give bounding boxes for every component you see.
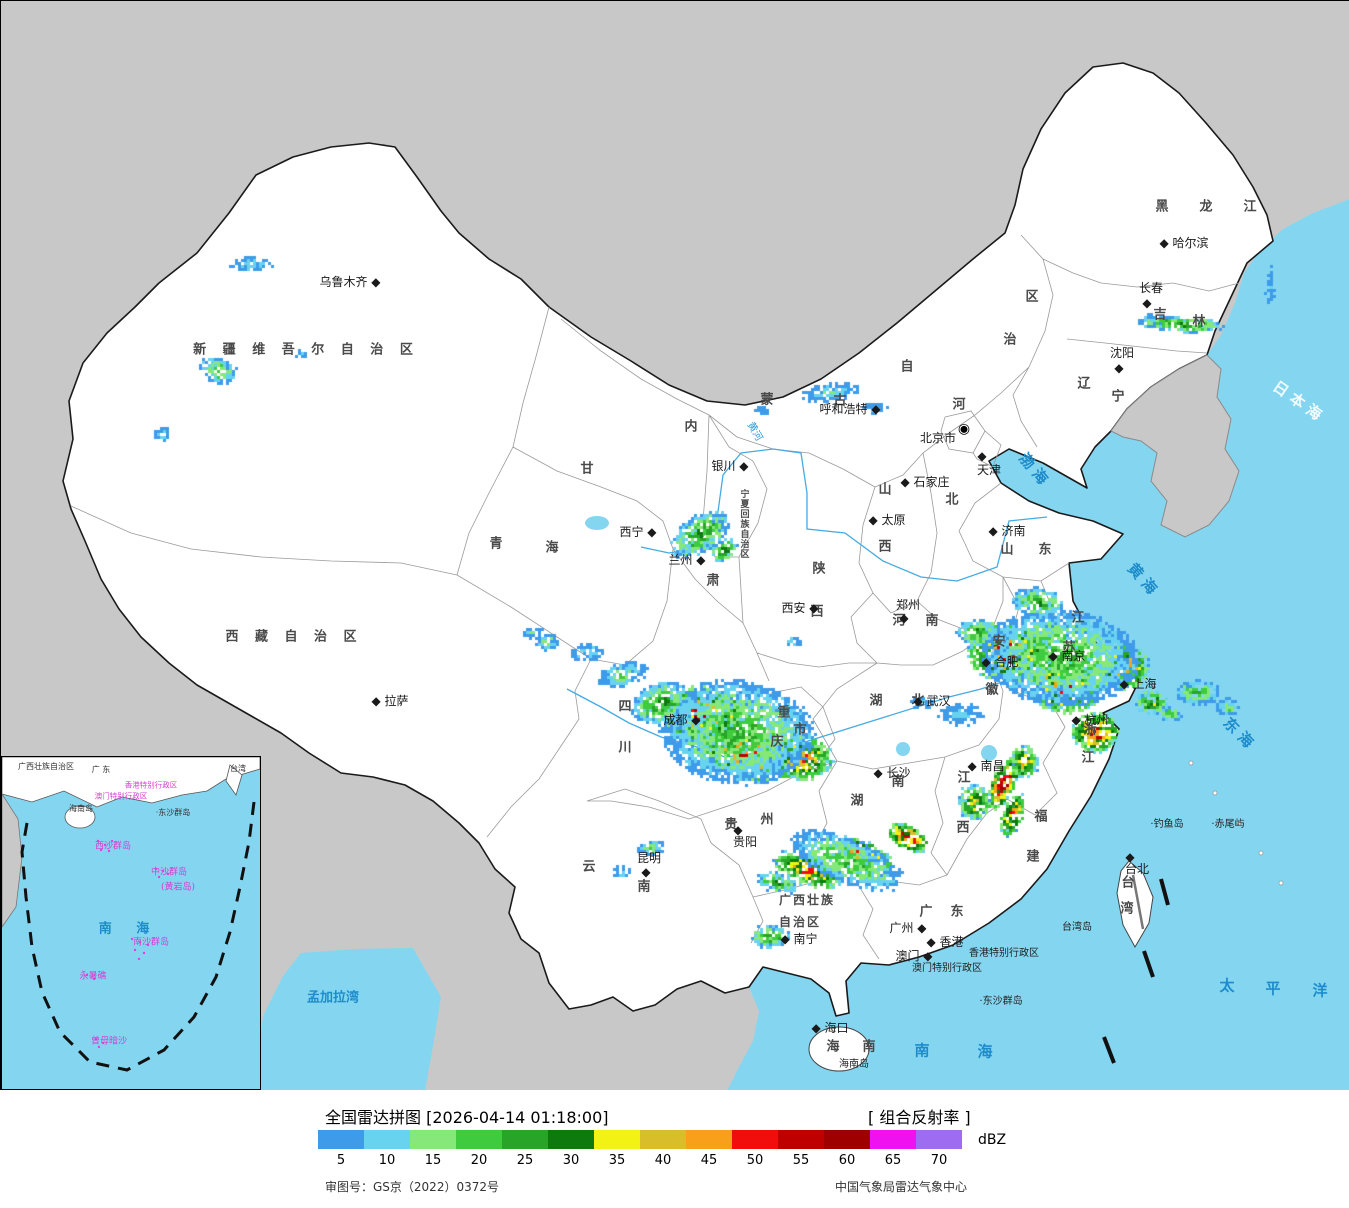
dbz-color-box — [732, 1130, 778, 1149]
dbz-color-box — [778, 1130, 824, 1149]
dbz-color-box — [686, 1130, 732, 1149]
dbz-color-box — [640, 1130, 686, 1149]
dbz-color-box — [364, 1130, 410, 1149]
inset-hainan — [64, 805, 96, 829]
inset-basemap — [1, 756, 261, 1089]
dbz-value-label: 15 — [424, 1153, 442, 1168]
dbz-value-label: 35 — [608, 1153, 626, 1168]
inset-taiwan — [225, 764, 243, 796]
dbz-colorbar — [318, 1130, 962, 1149]
dbz-value-label: 65 — [884, 1153, 902, 1168]
inset-nine-dash-line — [20, 801, 256, 1072]
map-area: 新 疆 维 吾 尔 自 治 区西 藏 自 治 区青海甘肃内蒙古自治区黑龙江吉林辽… — [0, 0, 1349, 1091]
inset-island-dots — [85, 839, 170, 1049]
dbz-value-label: 45 — [700, 1153, 718, 1168]
dbz-color-box — [502, 1130, 548, 1149]
dbz-color-box — [824, 1130, 870, 1149]
inset-sea — [2, 757, 260, 1089]
legend-panel: 全国雷达拼图 [2026-04-14 01:18:00] [ 组合反射率 ] 5… — [0, 1090, 1349, 1208]
dbz-value-label: 10 — [378, 1153, 396, 1168]
dbz-color-box — [318, 1130, 364, 1149]
dbz-color-box — [548, 1130, 594, 1149]
inset-vietnam — [1, 792, 23, 929]
dbz-color-box — [594, 1130, 640, 1149]
dbz-color-box — [456, 1130, 502, 1149]
dbz-unit-label: dBZ — [978, 1132, 1007, 1148]
dbz-value-label: 5 — [336, 1153, 346, 1168]
dbz-color-box — [410, 1130, 456, 1149]
dbz-value-label: 50 — [746, 1153, 764, 1168]
approval-number: 审图号：GS京（2022）0372号 — [325, 1180, 499, 1194]
dbz-value-label: 55 — [792, 1153, 810, 1168]
dbz-value-label: 60 — [838, 1153, 856, 1168]
dbz-value-label: 20 — [470, 1153, 488, 1168]
dbz-value-label: 40 — [654, 1153, 672, 1168]
credit-label: 中国气象局雷达气象中心 — [835, 1180, 968, 1194]
dbz-value-label: 30 — [562, 1153, 580, 1168]
south-china-sea-inset — [1, 756, 261, 1090]
map-title: 全国雷达拼图 [2026-04-14 01:18:00] — [325, 1108, 609, 1127]
dbz-color-box — [916, 1130, 962, 1149]
product-label: [ 组合反射率 ] — [868, 1108, 971, 1127]
dbz-value-label: 70 — [930, 1153, 948, 1168]
dbz-values: 5 10 15 20 25 30 35 40 45 50 55 60 65 70 — [318, 1153, 962, 1168]
dbz-color-box — [870, 1130, 916, 1149]
dbz-value-label: 25 — [516, 1153, 534, 1168]
